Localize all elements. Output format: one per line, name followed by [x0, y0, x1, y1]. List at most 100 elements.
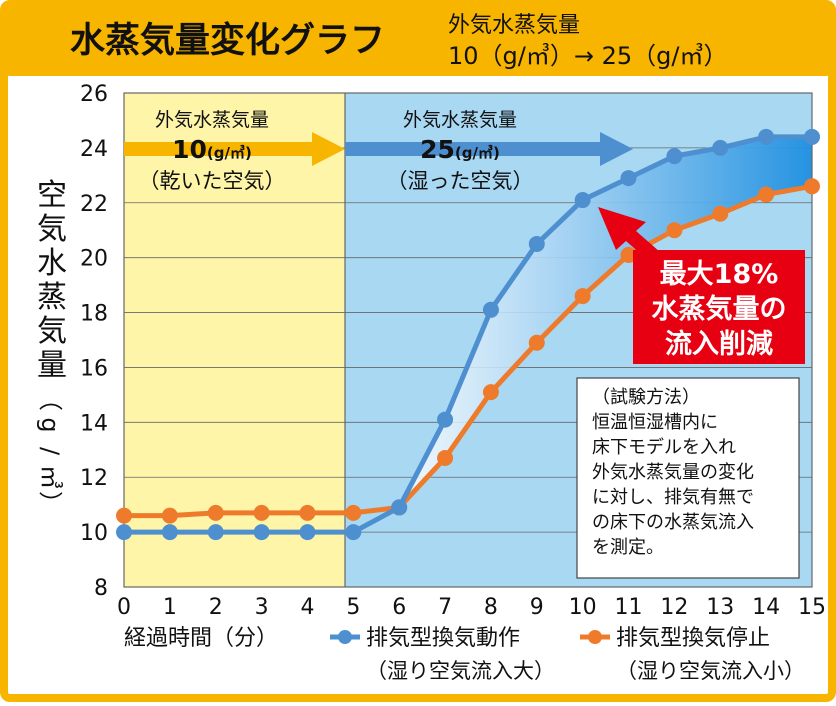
x-tick-label: 11	[615, 595, 643, 620]
y-axis-label-char: ）	[36, 491, 64, 515]
dry-zone	[124, 93, 345, 587]
dry-zone-value: 10(g/㎥)	[172, 135, 252, 164]
method-line: の床下の水蒸気流入	[592, 512, 754, 533]
data-point-1	[437, 450, 454, 467]
y-axis-label-char: ㎥	[36, 465, 64, 489]
y-axis-label-char: 蒸	[37, 280, 67, 315]
y-tick-label: 22	[80, 192, 108, 217]
data-point-1	[758, 186, 775, 203]
x-axis-label: 経過時間（分）	[124, 626, 278, 651]
y-tick-label: 20	[80, 247, 108, 272]
y-tick-label: 16	[80, 356, 108, 381]
data-point-0	[207, 524, 224, 541]
x-tick-label: 4	[300, 595, 314, 620]
legend-sub-blue: （湿り空気流入大）	[366, 659, 555, 683]
method-line: 床下モデルを入れ	[592, 437, 736, 458]
x-tick-label: 8	[484, 595, 498, 620]
y-tick-label: 24	[80, 137, 108, 162]
data-point-1	[804, 178, 820, 195]
method-line: に対し、排気有無で	[592, 487, 754, 508]
data-point-1	[528, 334, 545, 351]
dry-zone-desc: （乾いた空気）	[139, 169, 286, 193]
x-tick-label: 9	[530, 595, 544, 620]
data-point-0	[758, 128, 775, 145]
y-axis-label-char: /	[36, 447, 64, 456]
x-tick-label: 1	[163, 595, 177, 620]
data-point-1	[712, 205, 729, 222]
series-layer	[116, 128, 820, 541]
humid-air-arrow	[345, 132, 633, 166]
method-line: 外気水蒸気量の変化	[592, 462, 754, 483]
y-tick-label: 26	[80, 82, 108, 107]
data-point-0	[116, 524, 132, 541]
dry-zone-unit: (g/㎥)	[207, 144, 252, 162]
x-tick-label: 0	[117, 595, 131, 620]
data-point-1	[299, 504, 316, 521]
legend-sub-orange: （湿り空気流入小）	[616, 659, 805, 683]
legend: 排気型換気動作 （湿り空気流入大） 排気型換気停止 （湿り空気流入小）	[330, 626, 805, 683]
y-tick-label: 14	[80, 411, 108, 436]
x-tick-label: 15	[798, 595, 826, 620]
chart-title: 水蒸気量変化グラフ	[70, 20, 385, 61]
data-point-0	[345, 524, 362, 541]
data-point-0	[161, 524, 178, 541]
data-point-1	[207, 504, 224, 521]
series-line-1	[124, 183, 813, 519]
method-line: を測定。	[592, 537, 664, 558]
callout-arrow	[598, 207, 660, 262]
data-point-0	[712, 139, 729, 156]
series-line-0	[124, 134, 812, 535]
data-point-0	[482, 301, 499, 318]
y-tick-label: 12	[80, 466, 108, 491]
data-point-0	[574, 192, 591, 209]
y-axis-label-char: （	[36, 387, 64, 411]
y-tick-label: 10	[80, 521, 108, 546]
x-tick-label: 6	[392, 595, 406, 620]
x-tick-label: 5	[346, 595, 360, 620]
y-axis-label-char: 気	[37, 314, 67, 349]
y-axis-label-char: 気	[37, 212, 67, 247]
y-axis-label-char: 量	[37, 348, 67, 383]
y-tick-label: 18	[80, 302, 108, 327]
humid-zone-value: 25(g/㎥)	[420, 135, 500, 164]
callout-line3: 流入削減	[665, 329, 773, 360]
data-point-0	[299, 524, 316, 541]
legend-label-orange: 排気型換気停止	[616, 626, 770, 651]
data-point-0	[391, 499, 408, 516]
humid-zone-number: 25	[420, 135, 455, 164]
humid-zone-desc: （湿った空気）	[387, 169, 534, 193]
data-point-0	[528, 235, 545, 252]
x-tick-label: 7	[438, 595, 452, 620]
data-point-1	[482, 384, 499, 401]
y-axis-label-char: g	[36, 417, 64, 432]
humid-zone-unit: (g/㎥)	[455, 144, 500, 162]
header-bar	[4, 4, 832, 76]
plot-border	[123, 92, 813, 588]
header-note-line2: 10（g/㎥）→ 25（g/㎥）	[448, 42, 727, 70]
x-tick-label: 12	[660, 595, 688, 620]
y-axis-label-char: 水	[37, 246, 67, 281]
x-tick-label: 3	[255, 595, 269, 620]
data-point-1	[253, 504, 270, 521]
callout-line1: 最大18%	[660, 259, 779, 290]
legend-marker-orange	[588, 630, 602, 644]
data-point-0	[437, 411, 454, 428]
x-tick-label: 10	[569, 595, 597, 620]
data-point-1	[620, 246, 637, 263]
data-point-1	[161, 507, 178, 524]
method-line: 恒温恒湿槽内に	[592, 412, 718, 433]
data-point-0	[666, 148, 683, 165]
dry-zone-number: 10	[172, 135, 207, 164]
data-point-1	[345, 504, 362, 521]
method-title: （試験方法）	[592, 387, 700, 408]
humid-zone-label: 外気水蒸気量	[403, 109, 517, 131]
x-tick-label: 13	[706, 595, 734, 620]
callout-box	[633, 250, 805, 364]
y-tick-label: 8	[94, 576, 108, 601]
x-tick-label: 14	[752, 595, 780, 620]
data-point-0	[804, 128, 820, 145]
data-point-0	[620, 170, 637, 187]
